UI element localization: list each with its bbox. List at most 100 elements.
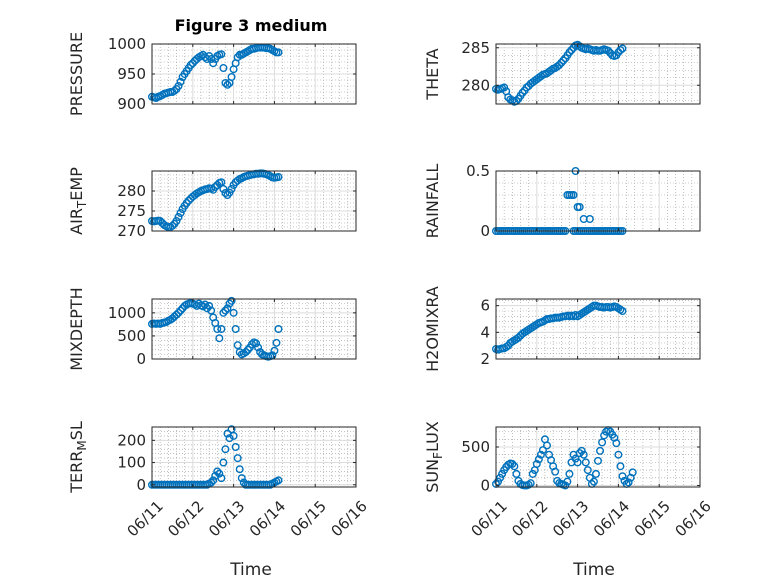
- axes-frame: [495, 426, 701, 488]
- x-axis-label-left: Time: [229, 560, 272, 580]
- axes-frame: [151, 426, 357, 488]
- data-point: [514, 333, 523, 342]
- data-point: [243, 345, 252, 354]
- y-tick-label: 285: [461, 39, 490, 57]
- x-tick-label: 06/14: [246, 497, 289, 540]
- data-point: [207, 55, 216, 64]
- data-point: [528, 469, 537, 478]
- data-point: [215, 334, 224, 343]
- y-tick-label: 1000: [108, 304, 146, 322]
- data-point: [247, 340, 256, 349]
- data-point: [233, 176, 242, 185]
- tick-marks: [495, 299, 701, 360]
- data-point: [600, 431, 609, 440]
- series-markers: [492, 301, 627, 354]
- tick-marks: [495, 44, 701, 104]
- y-axis-label: H2OMIXRA: [423, 286, 442, 372]
- data-point: [536, 72, 545, 81]
- data-point: [498, 469, 507, 478]
- data-point: [227, 72, 236, 81]
- y-axis-label: PRESSURE: [67, 32, 86, 116]
- data-point: [602, 427, 611, 436]
- data-point: [598, 438, 607, 447]
- data-point: [563, 477, 572, 486]
- data-point: [219, 458, 228, 467]
- x-tick-label: 06/15: [287, 497, 330, 540]
- data-point: [223, 304, 232, 313]
- data-point: [557, 58, 566, 67]
- data-point: [174, 212, 183, 221]
- x-tick-label: 06/13: [549, 497, 592, 540]
- data-point: [569, 190, 578, 199]
- series-markers: [147, 425, 283, 489]
- panel-theta: 280 285 THETA: [423, 39, 701, 106]
- data-point: [176, 77, 185, 86]
- axes-frame: [151, 170, 357, 232]
- data-point: [156, 216, 165, 225]
- tick-marks: [151, 171, 357, 232]
- data-point: [207, 478, 216, 487]
- data-point: [233, 341, 242, 350]
- data-point: [524, 480, 533, 489]
- x-tick-label: 06/16: [671, 497, 714, 540]
- x-tick-label: 06/11: [123, 497, 166, 540]
- x-axis-label-right: Time: [572, 560, 615, 580]
- data-point: [241, 348, 250, 357]
- figure-title: Figure 3 medium: [175, 16, 328, 35]
- series-markers: [147, 169, 283, 231]
- y-axis-label-part: SL: [67, 421, 86, 440]
- data-point: [203, 304, 212, 313]
- data-point: [176, 306, 185, 315]
- data-point: [227, 184, 236, 193]
- y-tick-label: 6: [480, 297, 490, 315]
- data-point: [571, 454, 580, 463]
- axes-frame: [495, 298, 701, 360]
- y-tick-label: 280: [117, 182, 146, 200]
- data-point: [612, 439, 621, 448]
- data-point: [209, 476, 218, 485]
- data-point: [231, 325, 240, 334]
- y-tick-label: 0: [480, 222, 490, 240]
- y-axis-label-part: AIR: [67, 208, 86, 235]
- data-point: [581, 458, 590, 467]
- data-point: [575, 202, 584, 211]
- x-tick-label: 06/11: [467, 497, 510, 540]
- axes-frame: [495, 170, 701, 232]
- series-markers: [147, 296, 283, 361]
- data-point: [221, 78, 230, 87]
- data-point: [221, 306, 230, 315]
- axes-frame: [495, 43, 701, 105]
- y-axis-label-part: SUN: [423, 459, 442, 493]
- data-point: [174, 308, 183, 317]
- data-point: [585, 214, 594, 223]
- y-tick-label: 0: [136, 476, 146, 494]
- data-point: [221, 188, 230, 197]
- y-tick-label: 270: [117, 222, 146, 240]
- data-point: [596, 446, 605, 455]
- data-point: [575, 42, 584, 51]
- data-point: [565, 469, 574, 478]
- data-point: [618, 472, 627, 481]
- y-axis-label: SUNFLUX: [423, 421, 445, 493]
- data-point: [534, 455, 543, 464]
- data-point: [551, 467, 560, 476]
- data-point: [237, 474, 246, 483]
- y-tick-label: 500: [117, 327, 146, 345]
- y-axis-label: TERRMSL: [67, 421, 89, 494]
- data-point: [235, 465, 244, 474]
- y-axis-label-part: TERR: [67, 451, 86, 494]
- data-point: [213, 325, 222, 334]
- data-point: [274, 476, 283, 485]
- data-point: [217, 50, 226, 59]
- panel-rainfall: 0 0.5 RAINFALL: [423, 162, 701, 240]
- data-point: [217, 178, 226, 187]
- data-point: [538, 446, 547, 455]
- data-point: [559, 56, 568, 65]
- data-point: [274, 172, 283, 181]
- y-axis-label: MIXDEPTH: [67, 287, 86, 370]
- y-tick-label: 200: [117, 431, 146, 449]
- data-point: [184, 196, 193, 205]
- panel-mixdepth: 0 500 1000 MIXDEPTH: [67, 287, 357, 371]
